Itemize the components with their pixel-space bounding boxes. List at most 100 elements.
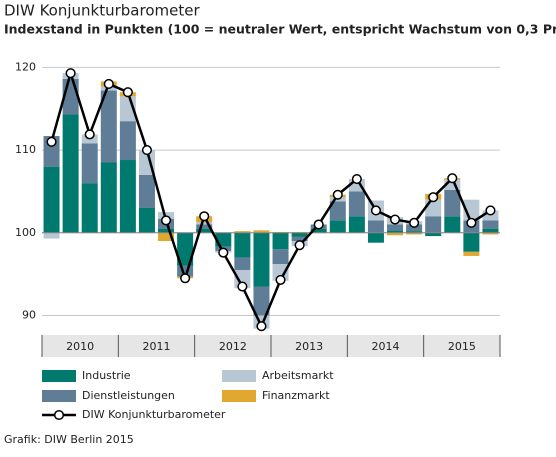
bar-segment: [367, 220, 384, 233]
index-point: [160, 215, 172, 226]
index-point: [103, 78, 114, 89]
legend-label: Dienstleistungen: [82, 389, 175, 402]
legend-label: Finanzmarkt: [262, 389, 330, 402]
bar-segment: [329, 201, 346, 221]
legend-swatch: [42, 370, 76, 382]
chart-subtitle: Indexstand in Punkten (100 = neutraler W…: [4, 22, 556, 37]
bar-segment: [406, 231, 423, 233]
bar-segment: [43, 166, 60, 233]
index-line: [50, 68, 492, 330]
index-point: [370, 205, 382, 216]
y-tick-label: 100: [15, 226, 36, 239]
bar-segment: [367, 232, 384, 243]
bar-segment: [43, 232, 60, 239]
bar-segment: [158, 228, 175, 233]
bar-segment: [177, 265, 194, 277]
index-point: [485, 205, 496, 216]
bar-segment: [406, 232, 423, 235]
bar-segment: [444, 179, 461, 190]
index-point: [180, 273, 191, 284]
index-point: [199, 211, 210, 222]
index-point: [218, 247, 229, 258]
index-point: [332, 189, 343, 200]
bar-segment: [444, 216, 461, 233]
legend-swatch: [222, 390, 256, 402]
legend-label: DIW Konjunkturbarometer: [82, 408, 226, 421]
y-tick-label: 90: [22, 308, 36, 321]
source: Grafik: DIW Berlin 2015: [4, 433, 134, 446]
legend-label: Industrie: [82, 369, 131, 382]
bar-segment: [272, 249, 289, 265]
bar-segment: [348, 216, 365, 233]
bar-segment: [482, 220, 499, 229]
bar-segment: [158, 232, 175, 242]
bar-segment: [425, 216, 442, 233]
index-point: [313, 219, 324, 230]
index-point: [351, 173, 362, 185]
index-point: [141, 145, 153, 156]
legend-point: [53, 409, 65, 421]
bar-segment: [100, 90, 117, 163]
chart-title: DIW Konjunkturbarometer: [4, 2, 200, 20]
bar-segment: [81, 143, 98, 184]
bar-segment: [234, 257, 251, 270]
bar-segment: [291, 232, 308, 237]
bar-segment: [482, 228, 499, 233]
legend-label: Arbeitsmarkt: [262, 369, 334, 382]
index-point: [237, 281, 248, 292]
y-tick-label: 110: [15, 143, 36, 156]
x-tick-label: 2015: [448, 340, 476, 353]
legend-swatch: [42, 390, 76, 402]
bar-segment: [119, 160, 136, 233]
index-point: [122, 87, 133, 98]
index-point: [389, 214, 401, 225]
bar-segment: [329, 220, 346, 233]
x-tick-label: 2012: [219, 340, 247, 353]
bar-segment: [100, 162, 117, 233]
bar-segment: [196, 222, 213, 225]
bar-segment: [138, 207, 155, 233]
x-tick-label: 2014: [372, 340, 400, 353]
index-point: [294, 240, 305, 251]
bar-segment: [463, 232, 480, 252]
x-tick-label: 2010: [66, 340, 94, 353]
index-point: [428, 192, 439, 203]
index-point: [65, 68, 76, 79]
bar-segment: [387, 230, 404, 233]
bar-segment: [196, 224, 213, 229]
bar-segment: [138, 174, 155, 208]
index-point: [256, 321, 267, 332]
bar-segment: [177, 232, 194, 266]
bar-segment: [62, 114, 79, 233]
bar-segment: [234, 231, 251, 233]
bar-segment: [348, 191, 365, 217]
bar-segment: [196, 228, 213, 233]
index-point: [84, 129, 95, 140]
y-tick-label: 120: [15, 60, 36, 73]
bar-segment: [81, 183, 98, 233]
bar-segment: [253, 232, 270, 287]
index-point: [466, 217, 477, 228]
x-tick-label: 2011: [143, 340, 171, 353]
index-point: [275, 274, 286, 285]
bar-segment: [444, 189, 461, 217]
bar-segment: [253, 230, 270, 233]
bar-segment: [272, 232, 289, 250]
bar-segment: [291, 236, 308, 242]
x-tick-label: 2013: [295, 340, 323, 353]
bar-segment: [119, 121, 136, 161]
bar-segment: [253, 286, 270, 316]
legend-swatch: [222, 370, 256, 382]
bar-segment: [463, 251, 480, 256]
index-point: [409, 217, 420, 228]
bar-segment: [425, 232, 442, 237]
bar-segment: [272, 264, 289, 281]
bar-segment: [310, 228, 327, 233]
index-point: [46, 136, 57, 147]
bar-segment: [234, 232, 251, 258]
bar-segment: [387, 224, 404, 231]
bar-segment: [387, 232, 404, 236]
index-point: [447, 173, 458, 184]
bar-segment: [482, 232, 499, 235]
